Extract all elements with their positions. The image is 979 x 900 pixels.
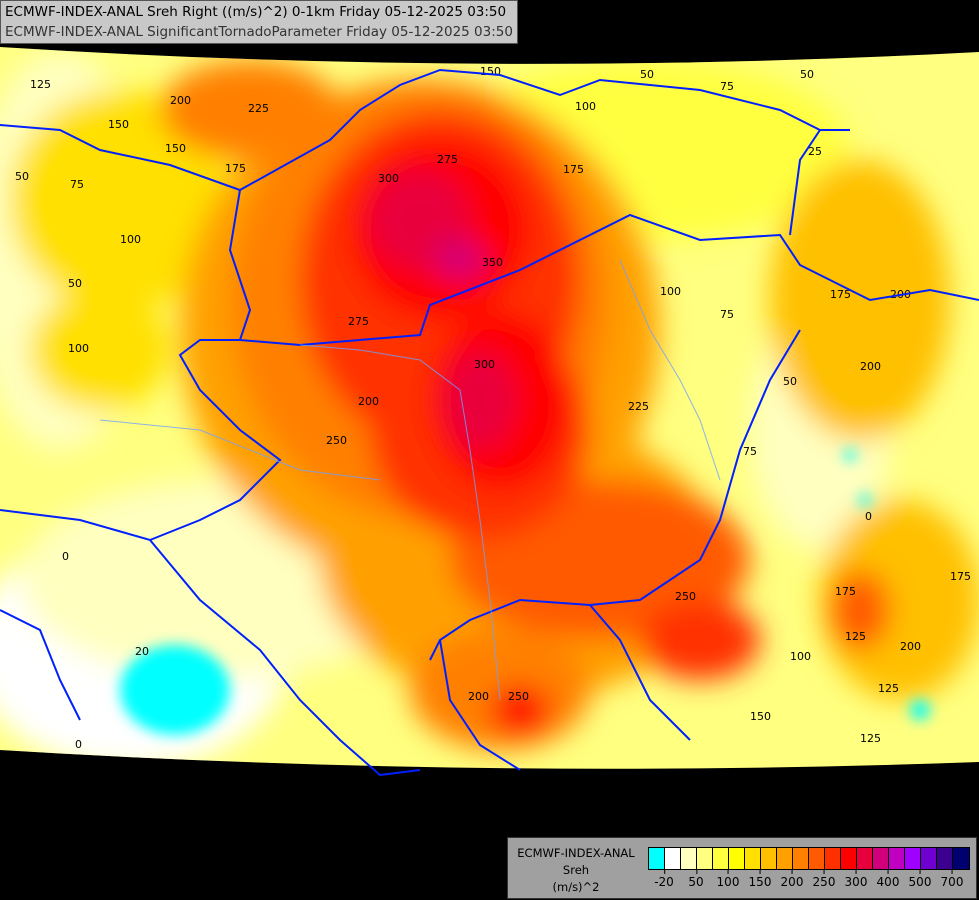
legend-swatch <box>953 848 969 869</box>
contour-label: 100 <box>575 100 596 113</box>
legend-tick-label: 700 <box>941 869 963 889</box>
contour-labels: 1252002251501755075100501002753003502753… <box>15 65 971 751</box>
contour-label: 50 <box>68 277 82 290</box>
contour-label: 275 <box>348 315 369 328</box>
contour-label: 150 <box>165 142 186 155</box>
contour-label: 350 <box>482 256 503 269</box>
legend-tick-label: -20 <box>654 869 674 889</box>
contour-label: 275 <box>437 153 458 166</box>
contour-label: 0 <box>62 550 69 563</box>
map-header: ECMWF-INDEX-ANAL Sreh Right ((m/s)^2) 0-… <box>0 0 518 44</box>
legend-swatch <box>777 848 793 869</box>
contour-label: 125 <box>860 732 881 745</box>
contour-label: 175 <box>225 162 246 175</box>
country-borders <box>0 68 979 777</box>
legend-swatch <box>665 848 681 869</box>
contour-label: 150 <box>750 710 771 723</box>
contour-label: 250 <box>675 590 696 603</box>
contour-label: 0 <box>865 510 872 523</box>
contour-label: 25 <box>808 145 822 158</box>
contour-label: 75 <box>743 445 757 458</box>
contour-label: 175 <box>563 163 584 176</box>
legend-swatch <box>921 848 937 869</box>
legend-unit: (m/s)^2 <box>552 880 600 894</box>
contour-label: 50 <box>15 170 29 183</box>
legend-title: ECMWF-INDEX-ANAL Sreh (m/s)^2 <box>512 845 640 896</box>
legend-tick-label: 150 <box>749 869 771 889</box>
contour-label: 20 <box>135 645 149 658</box>
legend-swatch <box>761 848 777 869</box>
contour-label: 200 <box>468 690 489 703</box>
legend-tick-label: 50 <box>688 869 704 889</box>
contour-label: 300 <box>474 358 495 371</box>
legend-tick-label: 200 <box>781 869 803 889</box>
contour-label: 100 <box>660 285 681 298</box>
legend-swatch <box>681 848 697 869</box>
contour-label: 0 <box>75 738 82 751</box>
legend-color-bar <box>648 847 970 870</box>
contour-label: 250 <box>326 434 347 447</box>
contour-label: 75 <box>70 178 84 191</box>
contour-label: 225 <box>628 400 649 413</box>
legend-swatch <box>713 848 729 869</box>
rivers <box>99 259 721 701</box>
legend-tick-label: 250 <box>813 869 835 889</box>
legend-swatch <box>649 848 665 869</box>
contour-label: 200 <box>358 395 379 408</box>
contour-label: 50 <box>800 68 814 81</box>
legend-swatch <box>873 848 889 869</box>
legend-swatch <box>697 848 713 869</box>
legend-swatch <box>889 848 905 869</box>
header-line-stp: ECMWF-INDEX-ANAL SignificantTornadoParam… <box>5 24 513 40</box>
legend-ticks: -20 50 100 150 200 250 300 400 500 700 <box>648 869 970 894</box>
legend-swatch <box>809 848 825 869</box>
contour-label: 125 <box>845 630 866 643</box>
contour-label: 300 <box>378 172 399 185</box>
contour-label: 200 <box>170 94 191 107</box>
legend-tick-label: 500 <box>909 869 931 889</box>
contour-label: 125 <box>878 682 899 695</box>
contour-label: 100 <box>68 342 89 355</box>
legend-swatch <box>857 848 873 869</box>
contour-label: 200 <box>860 360 881 373</box>
contour-label: 100 <box>120 233 141 246</box>
color-legend: ECMWF-INDEX-ANAL Sreh (m/s)^2 -20 50 100 15… <box>507 837 977 899</box>
legend-swatch <box>825 848 841 869</box>
contour-label: 75 <box>720 80 734 93</box>
contour-label: 175 <box>950 570 971 583</box>
legend-tick-label: 400 <box>877 869 899 889</box>
legend-swatch <box>745 848 761 869</box>
legend-tick-label: 300 <box>845 869 867 889</box>
legend-parameter: Sreh <box>562 863 590 877</box>
contour-label: 225 <box>248 102 269 115</box>
contour-label: 150 <box>480 65 501 78</box>
contour-label: 75 <box>720 308 734 321</box>
legend-swatch <box>793 848 809 869</box>
contour-label: 250 <box>508 690 529 703</box>
contour-label: 150 <box>108 118 129 131</box>
contour-label: 175 <box>835 585 856 598</box>
legend-swatch <box>841 848 857 869</box>
legend-model: ECMWF-INDEX-ANAL <box>517 846 635 860</box>
legend-swatch <box>937 848 953 869</box>
contour-label: 200 <box>900 640 921 653</box>
contour-label: 175 <box>830 288 851 301</box>
legend-tick-label: 100 <box>717 869 739 889</box>
contour-label: 125 <box>30 78 51 91</box>
contour-label: 100 <box>790 650 811 663</box>
header-line-sreh: ECMWF-INDEX-ANAL Sreh Right ((m/s)^2) 0-… <box>5 4 507 20</box>
contour-label: 50 <box>783 375 797 388</box>
legend-swatch <box>729 848 745 869</box>
legend-swatch <box>905 848 921 869</box>
contour-label: 50 <box>640 68 654 81</box>
